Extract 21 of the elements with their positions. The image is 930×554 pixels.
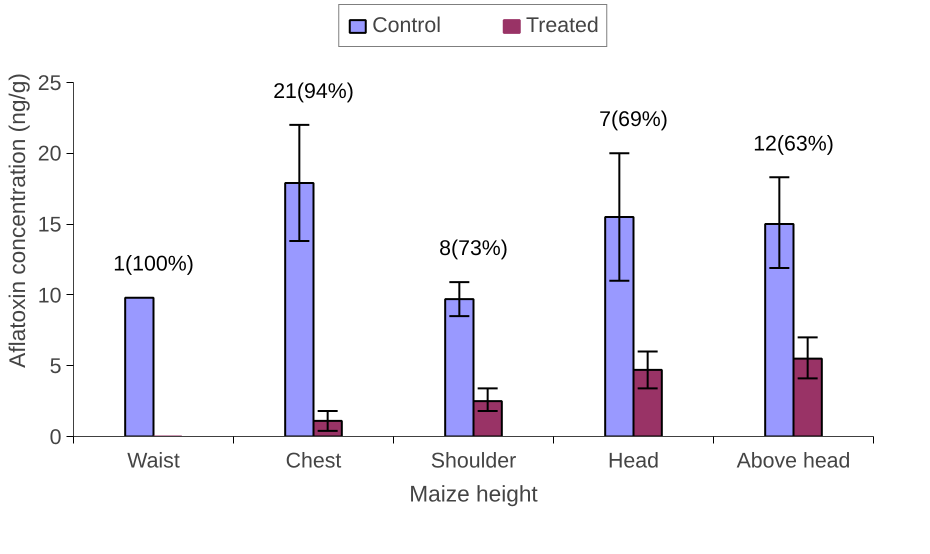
bar <box>124 296 154 436</box>
annotation: 12(63%) <box>753 131 834 156</box>
y-tick-label: 20 <box>38 142 62 166</box>
x-tick-label: Chest <box>286 448 342 472</box>
x-tick-label: Waist <box>127 448 180 472</box>
annotation: 8(73%) <box>439 236 508 260</box>
y-axis-title: Aflatoxin concentration (ng/g) <box>4 73 30 368</box>
annotation: 7(69%) <box>599 107 668 132</box>
y-tick-label: 10 <box>38 283 62 308</box>
x-tick-label: Above head <box>736 448 850 472</box>
annotation: 1(100%) <box>113 252 194 276</box>
y-tick-label: 0 <box>50 425 62 449</box>
y-tick-label: 5 <box>50 354 62 378</box>
legend-label: Control <box>372 13 442 38</box>
y-tick-label: 15 <box>38 212 62 237</box>
x-axis-title: Maize height <box>409 480 538 506</box>
x-tick-label: Shoulder <box>430 448 516 472</box>
legend-label: Treated <box>526 13 599 38</box>
y-tick-label: 25 <box>38 70 62 95</box>
annotation: 21(94%) <box>273 78 354 103</box>
x-tick-label: Head <box>608 448 660 472</box>
